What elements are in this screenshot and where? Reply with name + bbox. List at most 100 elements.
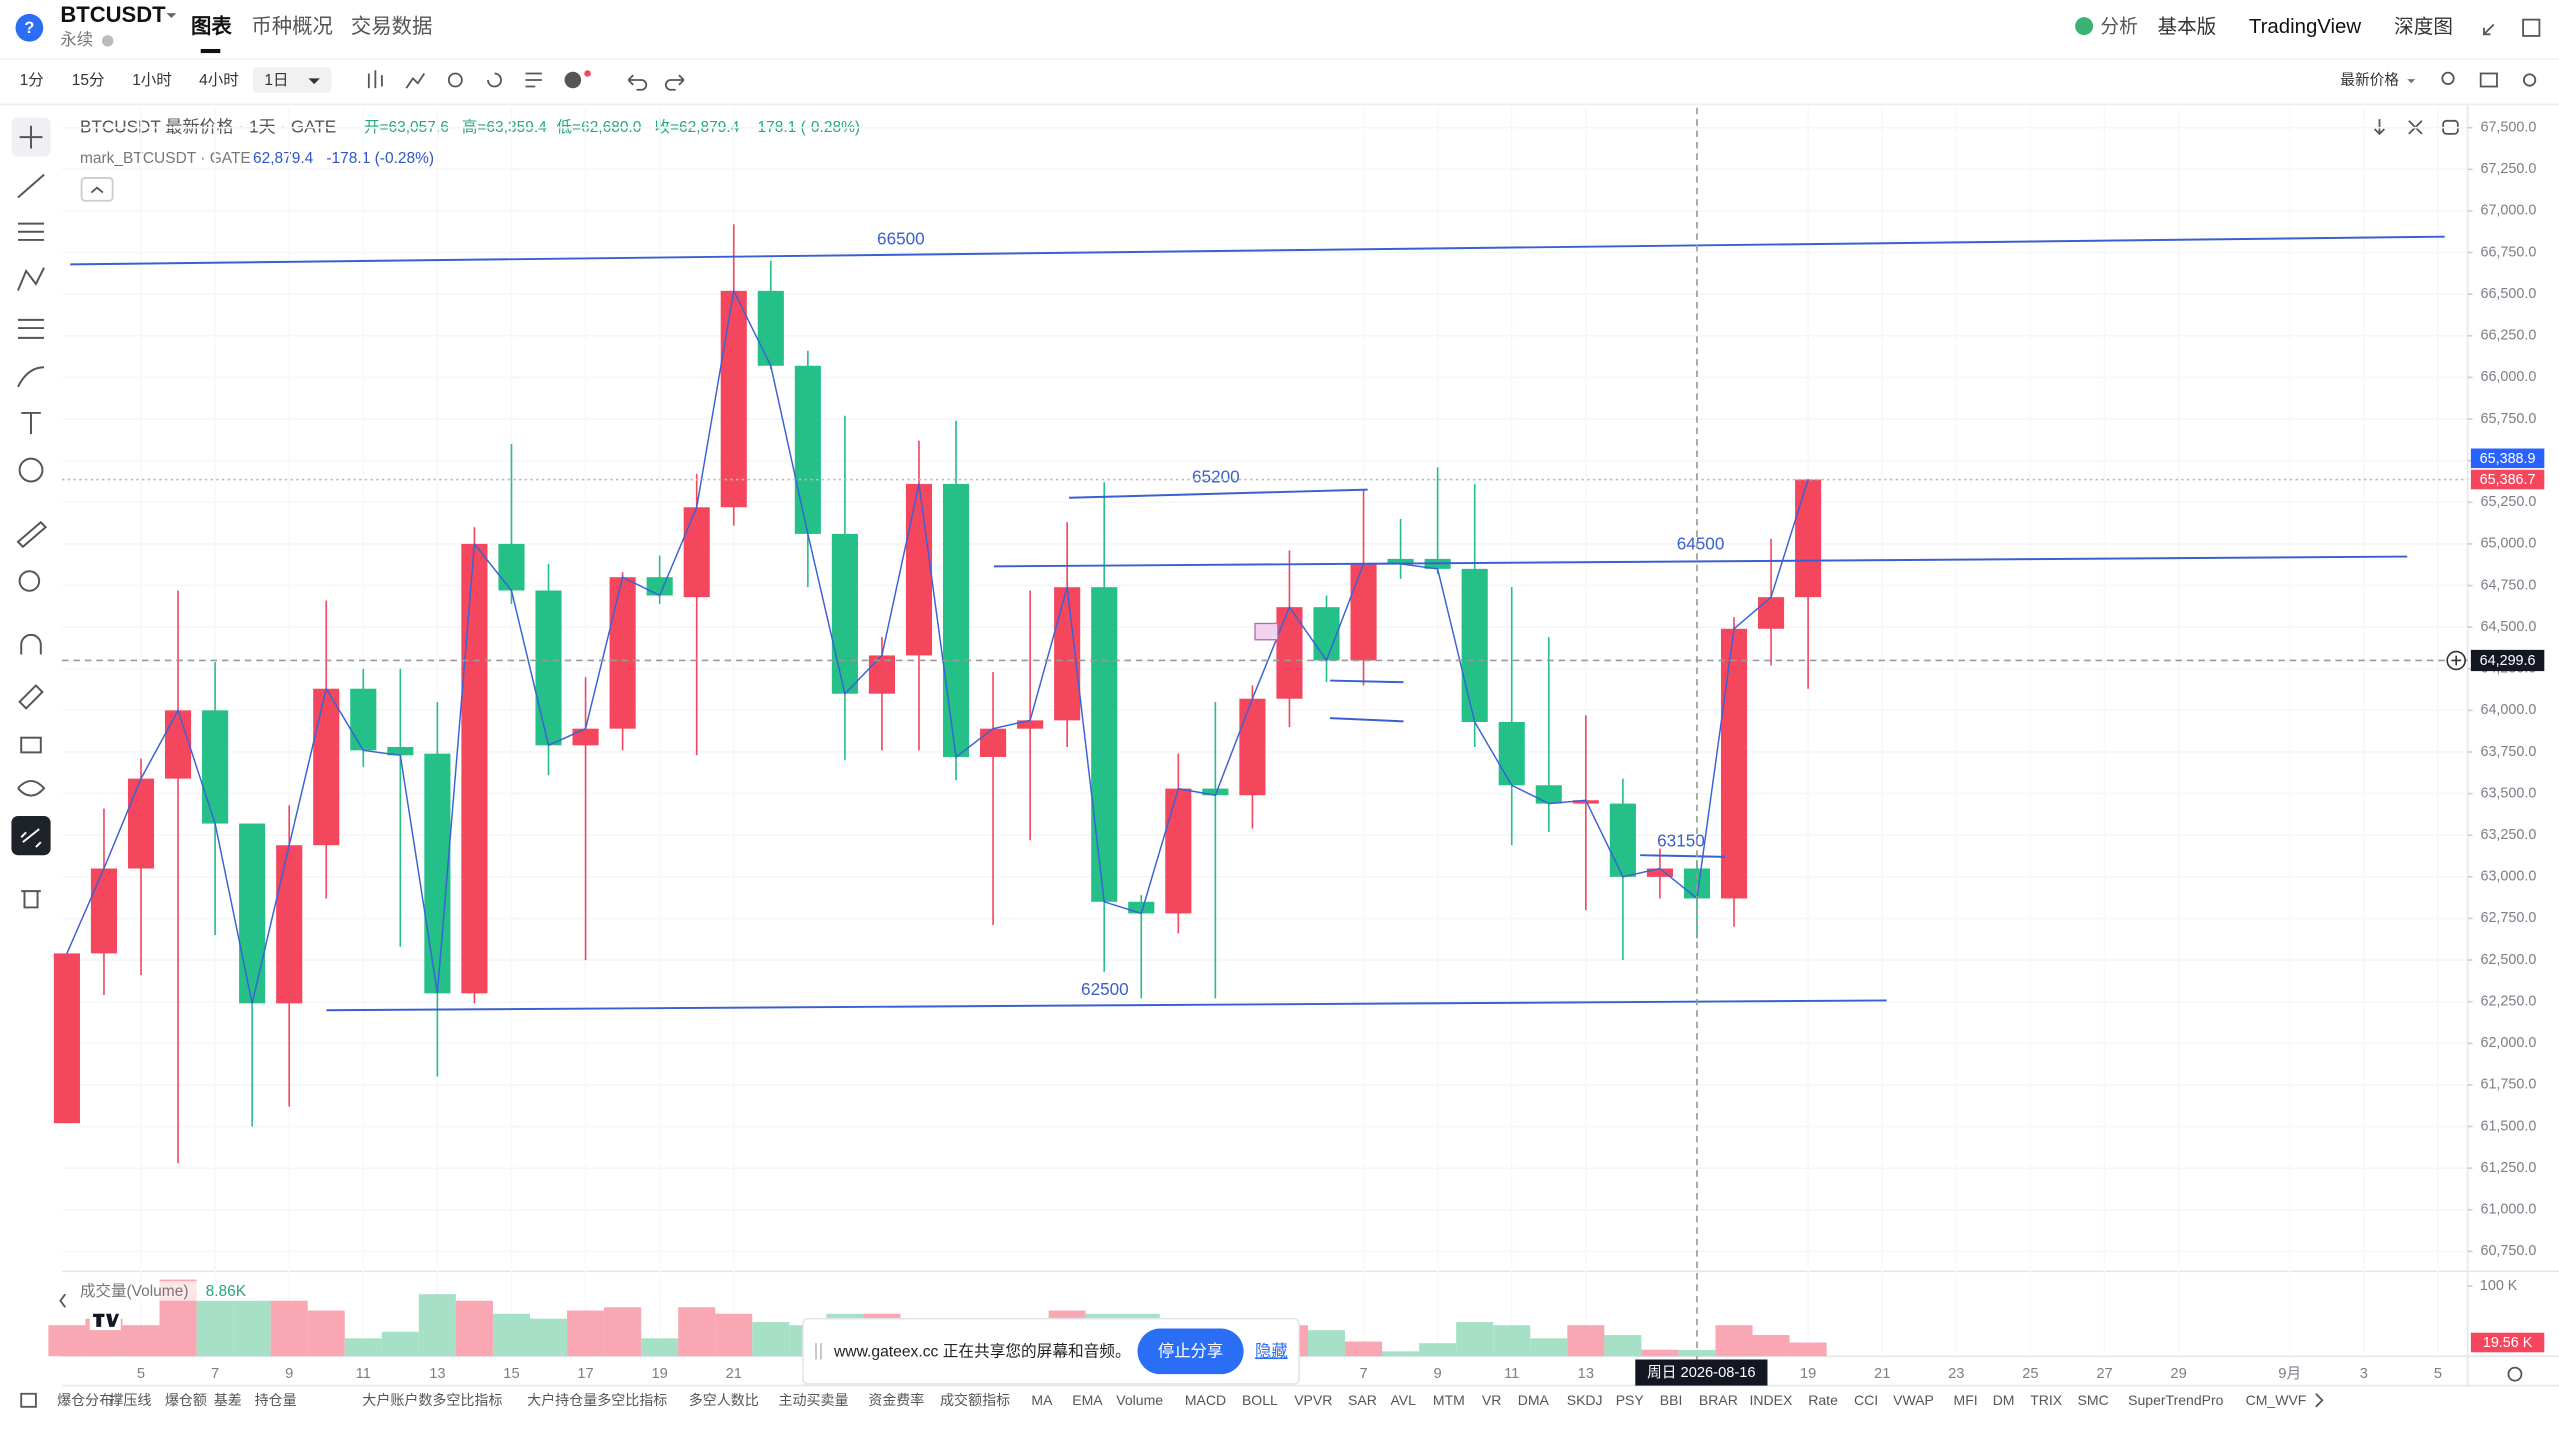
icon-redo[interactable] xyxy=(665,74,685,91)
tool-fib[interactable] xyxy=(17,222,45,241)
icon-axis-settings[interactable] xyxy=(2507,1366,2523,1382)
indicator-item[interactable]: EMA xyxy=(1072,1392,1103,1408)
indicator-item[interactable]: MACD xyxy=(1185,1392,1226,1408)
trend-line[interactable] xyxy=(993,555,2408,568)
trend-line[interactable] xyxy=(70,235,2445,266)
icon-replay[interactable] xyxy=(487,72,502,88)
indicator-item[interactable]: 撑压线 xyxy=(109,1392,151,1408)
tool-text[interactable] xyxy=(21,411,41,435)
tool-pattern[interactable] xyxy=(17,267,45,291)
indicator-item[interactable]: 大户持仓量多空比指标 xyxy=(527,1392,667,1408)
tool-zoom[interactable] xyxy=(18,570,41,592)
indicator-item[interactable]: MA xyxy=(1031,1392,1053,1408)
icon-settings[interactable] xyxy=(2523,73,2537,87)
tool-trendline[interactable] xyxy=(17,173,45,199)
indicator-item[interactable]: PSY xyxy=(1616,1392,1645,1408)
tab[interactable]: 交易数据 xyxy=(351,15,433,38)
icon-volume-collapse[interactable] xyxy=(59,1293,66,1308)
indicator-item[interactable]: VR xyxy=(1482,1392,1501,1408)
icon-candles[interactable] xyxy=(367,70,383,89)
indicator-item[interactable]: AVL xyxy=(1390,1392,1416,1408)
indicator-item[interactable]: 爆仓额 xyxy=(165,1392,207,1408)
trend-line[interactable] xyxy=(1330,679,1404,684)
trend-line[interactable] xyxy=(1330,717,1404,723)
stop-share-button[interactable] xyxy=(1137,1328,1244,1375)
header-menu-item[interactable]: 分析 xyxy=(2100,16,2138,37)
stop-share-label[interactable]: 停止分享 xyxy=(1158,1342,1223,1360)
tool-link[interactable] xyxy=(20,828,42,848)
icon-undo[interactable] xyxy=(627,74,648,91)
trend-line[interactable] xyxy=(326,999,1887,1012)
icon-indicators[interactable] xyxy=(405,72,426,89)
icon-alert[interactable] xyxy=(447,72,463,88)
volume-bar xyxy=(1752,1335,1790,1357)
indicator-item[interactable]: 持仓量 xyxy=(255,1392,297,1408)
icon-camera[interactable] xyxy=(2479,72,2498,88)
indicator-item[interactable]: 基差 xyxy=(214,1392,242,1408)
tool-brush[interactable] xyxy=(17,366,45,388)
tab[interactable]: 币种概况 xyxy=(251,15,333,38)
tab[interactable]: 图表 xyxy=(191,14,232,38)
tool-lock-draw[interactable] xyxy=(18,684,44,710)
indicator-item[interactable]: DMA xyxy=(1518,1392,1550,1408)
indicator-item[interactable]: Volume xyxy=(1116,1392,1163,1408)
interval[interactable]: 1日 xyxy=(264,72,288,89)
icon-more[interactable] xyxy=(2315,1393,2324,1408)
price-source[interactable]: 最新价格 xyxy=(2340,72,2399,89)
icon-expand[interactable] xyxy=(2483,23,2495,36)
tool-magnet[interactable] xyxy=(20,633,42,655)
indicator-item[interactable]: Rate xyxy=(1808,1392,1838,1408)
tool-crosshair[interactable] xyxy=(19,125,43,149)
icon-fullscreen[interactable] xyxy=(2522,18,2541,37)
indicator-item[interactable]: CCI xyxy=(1854,1392,1878,1408)
help-icon[interactable]: ? xyxy=(24,19,34,37)
drawing-box[interactable] xyxy=(1254,622,1279,641)
interval[interactable]: 15分 xyxy=(72,71,105,89)
icon-search[interactable] xyxy=(2441,71,2455,85)
tool-ruler[interactable] xyxy=(16,520,48,549)
indicator-item[interactable]: VWAP xyxy=(1893,1392,1934,1408)
icon-plugin[interactable] xyxy=(564,71,582,89)
indicator-item[interactable]: BBI xyxy=(1660,1392,1683,1408)
indicator-item[interactable]: MTM xyxy=(1433,1392,1465,1408)
interval[interactable]: 4小时 xyxy=(199,71,239,89)
indicator-item[interactable]: 资金费率 xyxy=(868,1392,924,1408)
legend-mark-change: -178.1 (-0.28%) xyxy=(326,150,434,167)
legend-toggle[interactable] xyxy=(80,177,114,202)
indicator-item[interactable]: 主动买卖量 xyxy=(778,1392,848,1408)
header-menu-item[interactable]: 基本版 xyxy=(2158,16,2217,38)
symbol[interactable]: BTCUSDT xyxy=(60,2,166,27)
indicator-item[interactable]: SuperTrendPro xyxy=(2128,1392,2224,1408)
icon-scroll[interactable] xyxy=(2373,119,2386,136)
header-menu-item[interactable]: TradingView xyxy=(2249,16,2361,38)
candle-body xyxy=(1313,607,1340,661)
trend-line[interactable] xyxy=(1068,488,1368,499)
tool-delete[interactable] xyxy=(21,890,41,909)
icon-indicator-menu[interactable] xyxy=(20,1392,37,1408)
tool-emoji[interactable] xyxy=(18,457,44,483)
indicator-item[interactable]: SKDJ xyxy=(1567,1392,1603,1408)
indicator-item[interactable]: 大户账户数多空比指标 xyxy=(362,1392,502,1408)
indicator-item[interactable]: INDEX xyxy=(1750,1392,1793,1408)
interval[interactable]: 1分 xyxy=(20,71,44,89)
indicator-item[interactable]: DM xyxy=(1993,1392,2015,1408)
indicator-item[interactable]: 爆仓分布 xyxy=(57,1392,113,1408)
hide-link[interactable]: 隐藏 xyxy=(1255,1342,1288,1360)
tool-lock[interactable] xyxy=(20,736,42,754)
indicator-item[interactable]: BOLL xyxy=(1242,1392,1278,1408)
indicator-item[interactable]: SAR xyxy=(1348,1392,1377,1408)
indicator-item[interactable]: 成交额指标 xyxy=(940,1392,1010,1408)
indicator-item[interactable]: TRIX xyxy=(2030,1392,2063,1408)
header-menu-item[interactable]: 深度图 xyxy=(2394,16,2453,38)
trend-line[interactable] xyxy=(1640,854,1726,858)
indicator-item[interactable]: MFI xyxy=(1954,1392,1978,1408)
icon-template[interactable] xyxy=(525,72,542,88)
indicator-item[interactable]: VPVR xyxy=(1294,1392,1332,1408)
interval[interactable]: 1小时 xyxy=(132,71,172,89)
indicator-item[interactable]: BRAR xyxy=(1699,1392,1738,1408)
indicator-item[interactable]: SMC xyxy=(2078,1392,2109,1408)
tool-measure-lines[interactable] xyxy=(17,318,45,339)
indicator-item[interactable]: CM_WVF xyxy=(2246,1392,2307,1408)
tool-eye[interactable] xyxy=(17,779,46,797)
indicator-item[interactable]: 多空人数比 xyxy=(689,1392,759,1408)
